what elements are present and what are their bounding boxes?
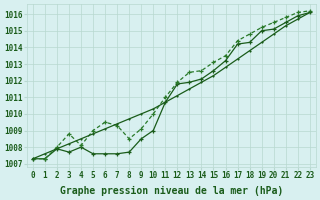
X-axis label: Graphe pression niveau de la mer (hPa): Graphe pression niveau de la mer (hPa) (60, 186, 283, 196)
